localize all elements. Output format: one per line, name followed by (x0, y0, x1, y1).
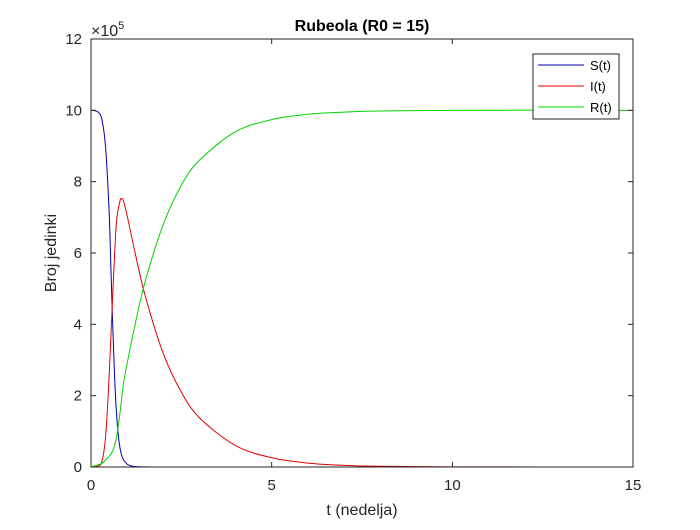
y-axis-multiplier: ×105 (91, 20, 124, 40)
chart-title: Rubeola (R0 = 15) (295, 18, 430, 35)
legend-label-r: R(t) (590, 100, 612, 115)
y-multiplier-exponent: 5 (118, 20, 124, 32)
x-tick-label: 10 (444, 477, 461, 494)
y-multiplier-base: ×10 (91, 23, 118, 40)
legend-label-i: I(t) (590, 79, 606, 94)
tick-group (90, 38, 634, 468)
y-tick-label: 6 (74, 245, 82, 262)
series-line-it (90, 197, 634, 468)
legend: S(t) I(t) R(t) (532, 53, 620, 120)
y-tick-label: 4 (74, 316, 82, 333)
x-axis-label: t (nedelja) (326, 502, 397, 519)
y-axis-label: Broj jedinki (43, 214, 60, 292)
legend-label-s: S(t) (590, 58, 611, 73)
tick-label-group: 0 5 10 15 0 2 4 6 8 10 12 (65, 31, 641, 494)
y-tick-label: 10 (65, 102, 82, 119)
y-tick-label: 2 (74, 388, 82, 405)
x-tick-label: 15 (625, 477, 642, 494)
x-tick-label: 5 (267, 477, 275, 494)
x-tick-label: 0 (87, 477, 95, 494)
y-tick-label: 0 (74, 459, 82, 476)
y-tick-label: 12 (65, 31, 82, 48)
series-line-rt (90, 109, 634, 468)
y-tick-label: 8 (74, 174, 82, 191)
